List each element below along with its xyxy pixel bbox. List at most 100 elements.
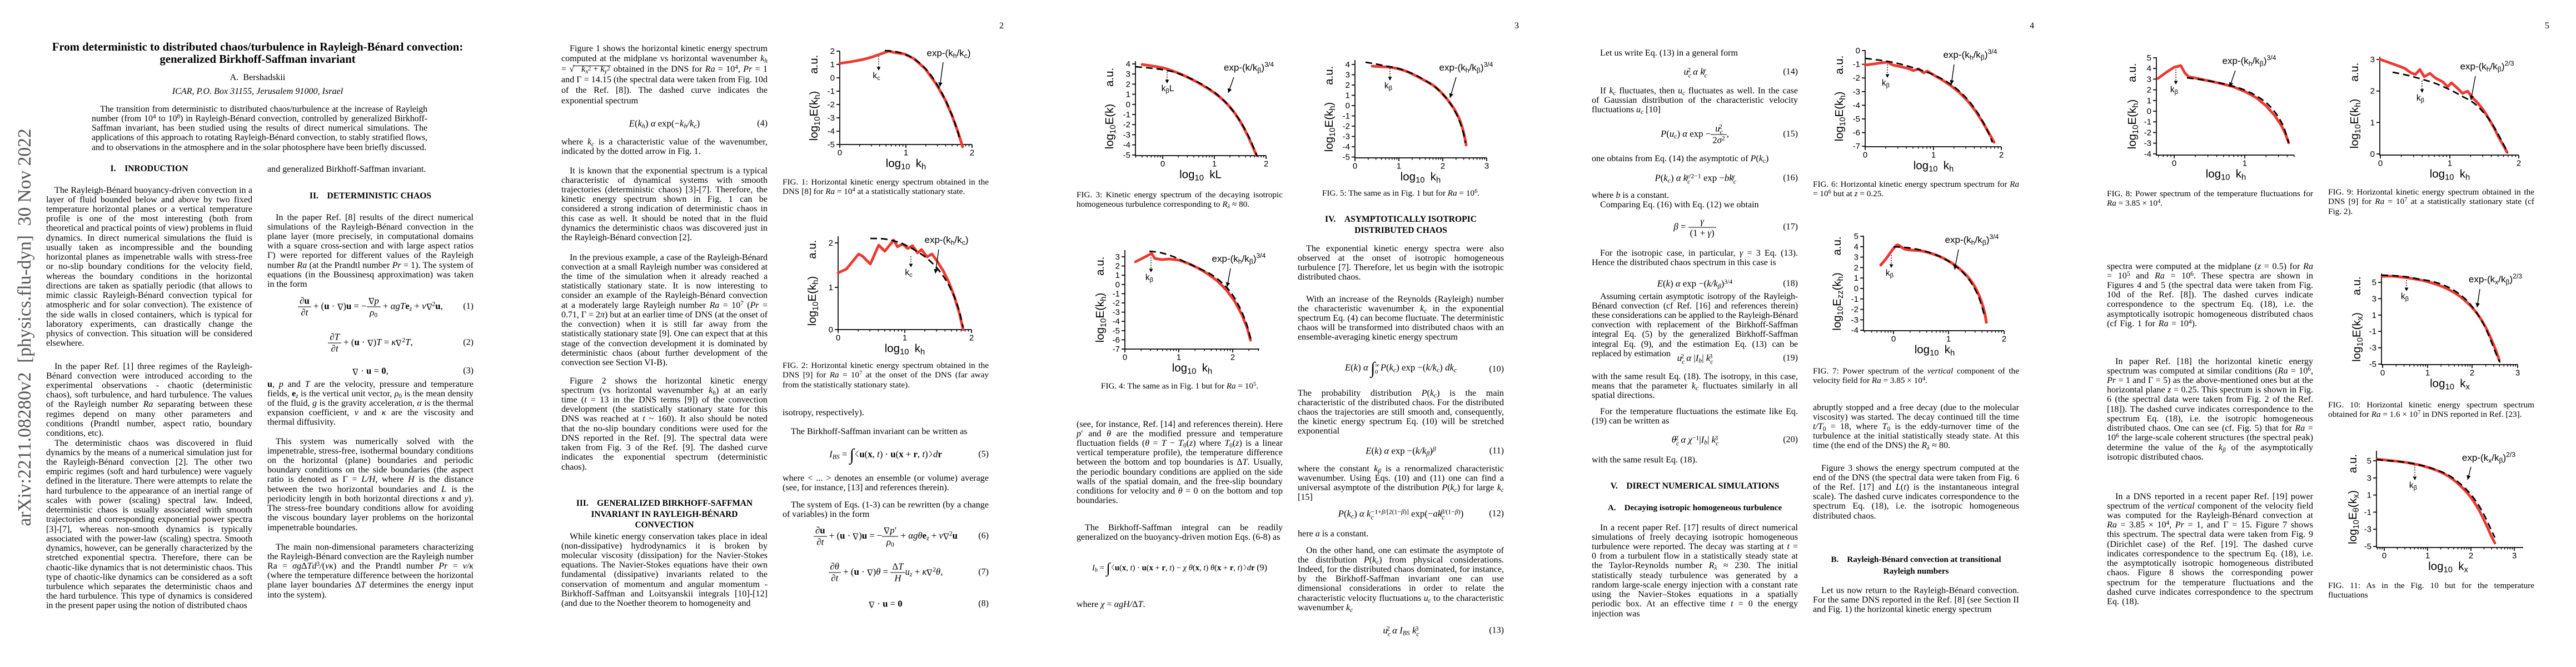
- svg-text:-2: -2: [1123, 120, 1130, 130]
- svg-text:5: 5: [2372, 278, 2376, 287]
- svg-text:2: 2: [970, 148, 974, 158]
- svg-text:0: 0: [2172, 159, 2176, 168]
- svg-text:2: 2: [1854, 263, 1858, 272]
- svg-text:log10 kh: log10 kh: [1915, 344, 1955, 358]
- svg-text:log10 kh: log10 kh: [2430, 168, 2470, 182]
- svg-text:1: 1: [2425, 551, 2430, 561]
- svg-text:1: 1: [829, 283, 833, 292]
- svg-text:3: 3: [2515, 369, 2520, 378]
- svg-text:-6: -6: [1113, 335, 1120, 345]
- svg-text:log10 kx: log10 kx: [2430, 377, 2470, 392]
- svg-text:1: 1: [1854, 273, 1858, 283]
- svg-text:0: 0: [1891, 335, 1896, 344]
- svg-text:kc: kc: [905, 268, 913, 278]
- svg-text:2: 2: [1126, 79, 1130, 89]
- svg-text:2: 2: [2470, 369, 2474, 378]
- svg-text:1: 1: [1126, 90, 1130, 99]
- svg-text:-3: -3: [2369, 344, 2376, 353]
- svg-text:0: 0: [2147, 107, 2151, 116]
- svg-text:exp-(kx/kβ)2/3: exp-(kx/kβ)2/3: [2462, 451, 2515, 465]
- svg-text:-2: -2: [828, 100, 835, 109]
- svg-text:-1: -1: [2364, 507, 2371, 517]
- svg-text:-5: -5: [1853, 115, 1860, 124]
- svg-text:2: 2: [1346, 81, 1350, 90]
- svg-text:1: 1: [2367, 491, 2371, 500]
- svg-text:1: 1: [2147, 96, 2151, 106]
- svg-text:kβ: kβ: [2409, 481, 2417, 491]
- svg-text:4: 4: [2147, 64, 2151, 73]
- svg-text:0: 0: [829, 325, 833, 335]
- svg-text:1: 1: [1177, 353, 1181, 362]
- svg-text:log10 kx: log10 kx: [2428, 560, 2468, 575]
- svg-text:-3: -3: [1343, 132, 1350, 142]
- svg-text:-4: -4: [1123, 141, 1130, 150]
- svg-text:log10 kh: log10 kh: [1172, 362, 1213, 376]
- svg-text:0: 0: [1863, 151, 1867, 160]
- svg-text:-1: -1: [1853, 60, 1860, 69]
- svg-text:3: 3: [2370, 55, 2375, 64]
- svg-text:5: 5: [1854, 232, 1858, 241]
- svg-text:1: 1: [1931, 151, 1936, 160]
- svg-text:1: 1: [2448, 159, 2452, 168]
- svg-text:1: 1: [1946, 335, 1951, 344]
- svg-text:-5: -5: [1343, 153, 1350, 162]
- svg-text:-3: -3: [1853, 87, 1860, 97]
- svg-text:0: 0: [2380, 369, 2385, 378]
- svg-text:0: 0: [830, 73, 835, 83]
- svg-text:0: 0: [2382, 551, 2386, 561]
- svg-text:kβ: kβ: [2401, 292, 2409, 302]
- svg-text:1: 1: [2372, 311, 2376, 320]
- svg-text:-3: -3: [1123, 130, 1130, 140]
- svg-text:-2: -2: [1853, 73, 1860, 83]
- svg-text:2: 2: [2002, 335, 2006, 344]
- svg-text:log10E(kx) a.u.: log10E(kx) a.u.: [2350, 276, 2365, 362]
- svg-text:1: 1: [1346, 91, 1350, 101]
- svg-text:exp-(kh/kc): exp-(kh/kc): [924, 235, 968, 246]
- svg-text:2: 2: [1441, 162, 1445, 171]
- svg-text:0: 0: [2378, 159, 2383, 168]
- svg-text:exp-(kh/kβ)2/3: exp-(kh/kβ)2/3: [2460, 59, 2514, 73]
- svg-text:1: 1: [2425, 369, 2430, 378]
- svg-text:-4: -4: [2144, 150, 2151, 159]
- svg-text:-5: -5: [2364, 542, 2371, 551]
- svg-text:2: 2: [829, 238, 833, 248]
- svg-text:-1: -1: [828, 87, 835, 96]
- svg-text:-5: -5: [1113, 326, 1120, 336]
- svg-text:3: 3: [1126, 69, 1130, 79]
- svg-text:log10Ezz(kh) a.u.: log10Ezz(kh) a.u.: [1831, 236, 1845, 330]
- svg-text:3: 3: [1115, 252, 1120, 262]
- svg-text:-1: -1: [2144, 117, 2151, 127]
- svg-text:exp-(kh/kc): exp-(kh/kc): [926, 48, 970, 59]
- svg-text:log10 kh: log10 kh: [885, 342, 925, 357]
- svg-text:1: 1: [1115, 271, 1120, 280]
- svg-text:-4: -4: [1851, 326, 1858, 335]
- svg-text:log10E(kh) a.u.: log10E(kh) a.u.: [1323, 66, 1337, 152]
- svg-text:-7: -7: [1853, 142, 1860, 151]
- svg-text:-5: -5: [2369, 360, 2376, 369]
- svg-text:1: 1: [1212, 160, 1217, 169]
- svg-text:0: 0: [1160, 160, 1165, 169]
- svg-text:-7: -7: [1113, 345, 1120, 354]
- svg-text:kβ: kβ: [1886, 268, 1894, 279]
- svg-text:exp-(kx/kβ)2/3: exp-(kx/kβ)2/3: [2469, 272, 2522, 286]
- svg-text:3: 3: [2367, 474, 2371, 483]
- svg-text:4: 4: [1854, 242, 1858, 252]
- svg-text:0: 0: [838, 148, 842, 158]
- svg-text:kβ: kβ: [1384, 81, 1392, 92]
- svg-text:exp-(kh/kβ)3/4: exp-(kh/kβ)3/4: [1944, 48, 1997, 62]
- svg-text:-5: -5: [828, 140, 835, 150]
- svg-text:2: 2: [1115, 262, 1120, 271]
- svg-text:1: 1: [904, 148, 908, 158]
- svg-text:2: 2: [1999, 151, 2004, 160]
- svg-text:log10 kh: log10 kh: [2206, 168, 2246, 182]
- svg-text:-2: -2: [1851, 305, 1858, 315]
- svg-text:kc: kc: [873, 71, 880, 82]
- svg-text:kβ: kβ: [2170, 85, 2178, 96]
- svg-text:-3: -3: [1851, 315, 1858, 325]
- svg-text:5: 5: [2147, 53, 2151, 63]
- svg-text:3: 3: [2372, 294, 2376, 303]
- svg-text:4: 4: [1126, 59, 1130, 69]
- svg-text:3: 3: [1484, 162, 1489, 171]
- svg-text:log10E(kh) a.u.: log10E(kh) a.u.: [806, 240, 820, 326]
- svg-text:log10 kh: log10 kh: [886, 157, 926, 172]
